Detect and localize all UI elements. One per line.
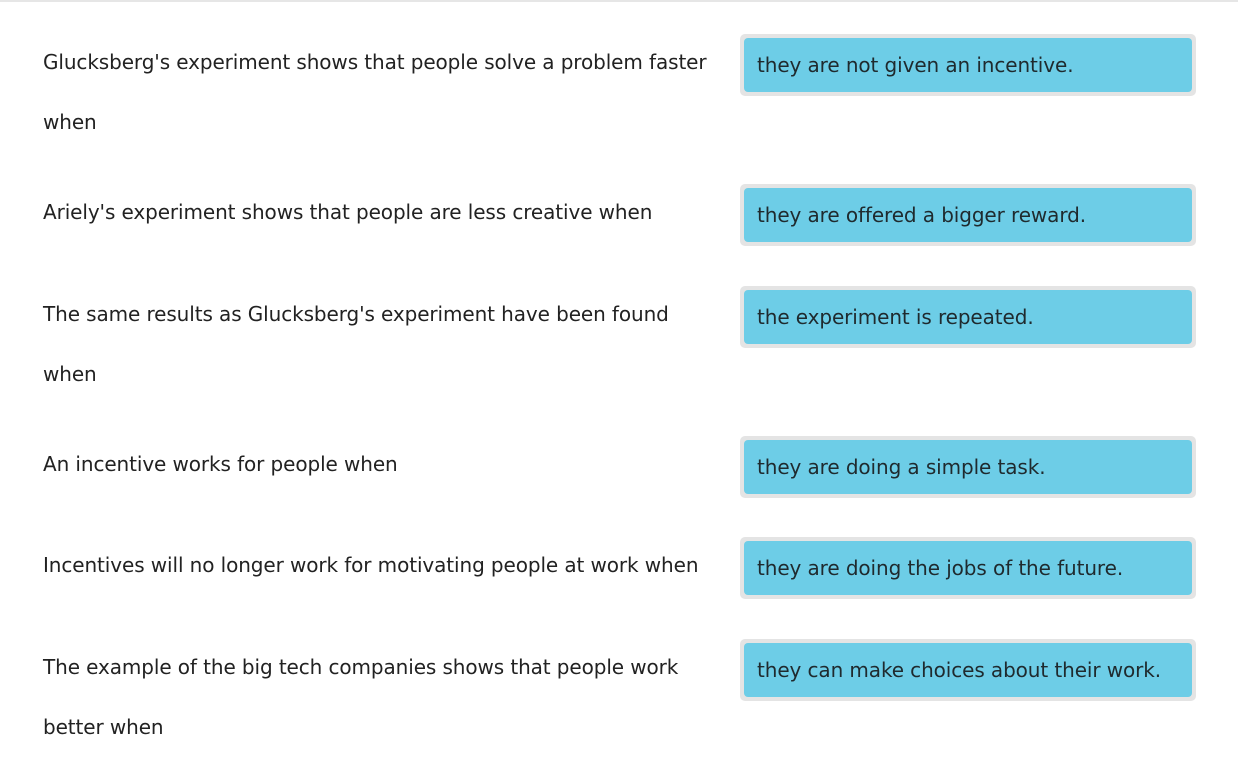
answer-drop-zone[interactable]: the experiment is repeated. — [740, 286, 1196, 348]
answer-drop-zone[interactable]: they are offered a bigger reward. — [740, 184, 1196, 246]
prompt-text: Ariely's experiment shows that people ar… — [43, 200, 653, 224]
answer-draggable[interactable]: they are offered a bigger reward. — [744, 188, 1192, 242]
answer-draggable[interactable]: they are not given an incentive. — [744, 38, 1192, 92]
answer-draggable[interactable]: they can make choices about their work. — [744, 643, 1192, 697]
prompt-text: The example of the big tech companies sh… — [43, 655, 679, 739]
answer-drop-zone[interactable]: they are doing the jobs of the future. — [740, 537, 1196, 599]
prompt-text: The same results as Glucksberg's experim… — [43, 302, 669, 386]
answer-drop-zone[interactable]: they can make choices about their work. — [740, 639, 1196, 701]
prompt-text: Incentives will no longer work for motiv… — [43, 553, 699, 577]
answer-draggable[interactable]: they are doing the jobs of the future. — [744, 541, 1192, 595]
top-divider — [0, 0, 1238, 2]
prompt-text: Glucksberg's experiment shows that peopl… — [43, 50, 707, 134]
answer-drop-zone[interactable]: they are not given an incentive. — [740, 34, 1196, 96]
answer-drop-zone[interactable]: they are doing a simple task. — [740, 436, 1196, 498]
answer-draggable[interactable]: they are doing a simple task. — [744, 440, 1192, 494]
answer-draggable[interactable]: the experiment is repeated. — [744, 290, 1192, 344]
prompt-text: An incentive works for people when — [43, 452, 398, 476]
